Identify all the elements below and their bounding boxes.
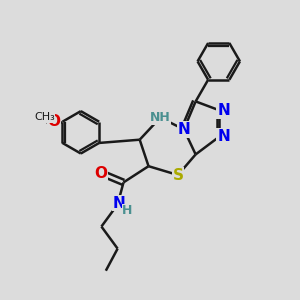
- Text: N: N: [217, 129, 230, 144]
- Text: N: N: [217, 103, 230, 118]
- Text: CH₃: CH₃: [34, 112, 55, 122]
- Text: S: S: [172, 167, 184, 182]
- Text: NH: NH: [150, 111, 171, 124]
- Text: O: O: [48, 114, 61, 129]
- Text: N: N: [113, 196, 125, 211]
- Text: O: O: [94, 166, 107, 181]
- Text: N: N: [178, 122, 190, 137]
- Text: H: H: [122, 205, 133, 218]
